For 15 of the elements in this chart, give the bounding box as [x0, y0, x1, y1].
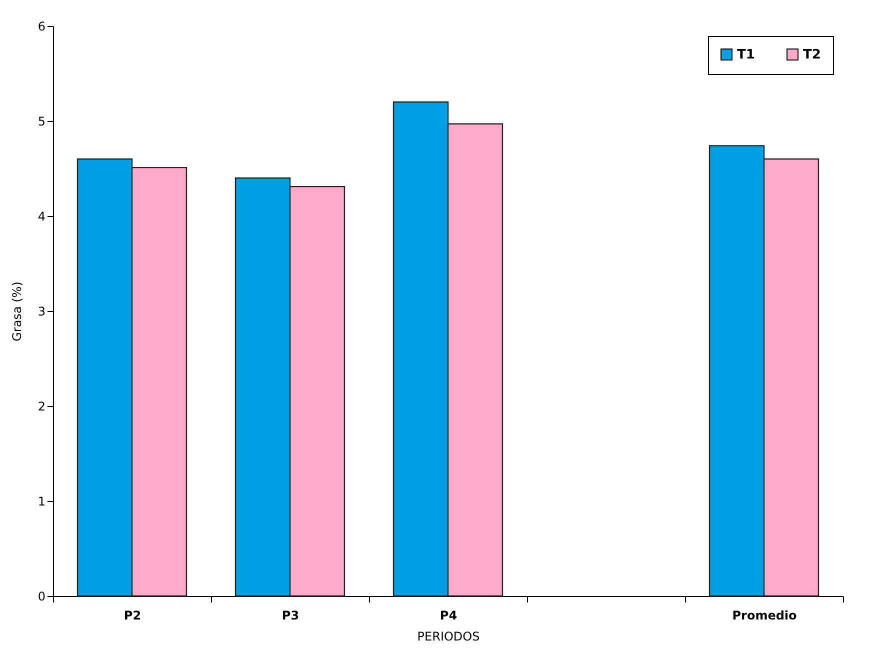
x-axis-title: PERIODOS [417, 630, 480, 644]
y-tick-label: 2 [38, 400, 46, 414]
y-tick-label: 5 [38, 114, 46, 128]
y-tick-label: 3 [38, 304, 46, 318]
x-tick-label: P2 [124, 608, 142, 622]
y-axis-title: Grasa (%) [10, 282, 24, 342]
y-tick-label: 1 [38, 494, 46, 508]
x-tick-label: P3 [282, 608, 300, 622]
legend-label: T1 [737, 48, 755, 63]
y-tick-label: 0 [38, 590, 46, 604]
y-tick-label: 6 [38, 20, 46, 34]
x-tick-label: Promedio [732, 608, 797, 622]
y-tick-label: 4 [38, 210, 46, 224]
x-tick-label: P4 [440, 608, 458, 622]
legend-label: T2 [803, 48, 821, 63]
